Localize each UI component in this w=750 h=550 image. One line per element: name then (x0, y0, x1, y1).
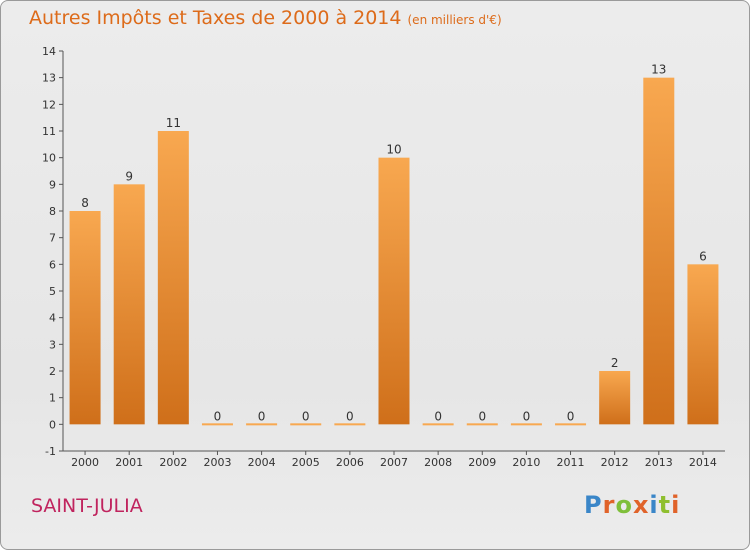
bar (334, 423, 366, 426)
y-tick-label: 13 (42, 72, 56, 85)
x-tick-label: 2002 (159, 456, 187, 469)
bar (378, 157, 410, 425)
y-tick-label: 14 (42, 45, 56, 58)
y-tick-label: 6 (49, 258, 56, 271)
bar-value-label: 0 (258, 409, 266, 423)
x-tick-label: 2013 (645, 456, 673, 469)
bar-value-label: 2 (611, 356, 619, 370)
bar (422, 423, 454, 426)
bar (687, 264, 719, 425)
x-tick-label: 2007 (380, 456, 408, 469)
x-tick-label: 2001 (115, 456, 143, 469)
logo-letter: x (632, 491, 650, 519)
chart-title-text: Autres Impôts et Taxes de 2000 à 2014 (29, 7, 402, 29)
logo-letter: t (658, 491, 672, 519)
bar (599, 371, 631, 425)
bar-value-label: 0 (523, 409, 531, 423)
x-tick-label: 2012 (601, 456, 629, 469)
bar-value-label: 0 (434, 409, 442, 423)
bar (555, 423, 587, 426)
logo-letter: r (602, 491, 616, 519)
bar (69, 211, 101, 425)
y-tick-label: 1 (49, 392, 56, 405)
bar-value-label: 0 (567, 409, 575, 423)
x-tick-label: 2003 (203, 456, 231, 469)
bar-value-label: 8 (81, 196, 89, 210)
bar-value-label: 9 (125, 169, 133, 183)
x-tick-label: 2010 (512, 456, 540, 469)
bar-value-label: 13 (651, 63, 666, 77)
logo-letter: o (615, 491, 633, 519)
chart-subtitle: (en milliers d'€) (407, 13, 502, 27)
y-tick-label: 9 (49, 178, 56, 191)
x-tick-label: 2004 (248, 456, 276, 469)
bar-value-label: 10 (386, 143, 401, 157)
chart-title: Autres Impôts et Taxes de 2000 à 2014 (en… (29, 7, 502, 29)
bar (246, 423, 278, 426)
x-tick-label: 2011 (557, 456, 585, 469)
bar-value-label: 0 (302, 409, 310, 423)
bar (643, 77, 675, 425)
x-tick-label: 2005 (292, 456, 320, 469)
x-tick-label: 2000 (71, 456, 99, 469)
bar (466, 423, 498, 426)
y-tick-label: 7 (49, 232, 56, 245)
x-tick-label: 2006 (336, 456, 364, 469)
bar (157, 131, 189, 425)
y-tick-label: 2 (49, 365, 56, 378)
y-tick-label: 4 (49, 312, 56, 325)
bar (290, 423, 322, 426)
bar (113, 184, 145, 425)
y-tick-label: 8 (49, 205, 56, 218)
y-tick-label: -1 (45, 445, 56, 458)
bar (201, 423, 233, 426)
logo-letter: i (671, 491, 681, 519)
x-tick-label: 2014 (689, 456, 717, 469)
bar-value-label: 0 (214, 409, 222, 423)
bar-value-label: 6 (699, 249, 707, 263)
y-tick-label: 5 (49, 285, 56, 298)
logo-letter: P (584, 491, 603, 519)
commune-name: SAINT-JULIA (31, 495, 143, 517)
bar-value-label: 11 (166, 116, 181, 130)
x-tick-label: 2009 (468, 456, 496, 469)
proxiti-logo[interactable]: Proxiti (584, 491, 680, 519)
y-tick-label: 10 (42, 152, 56, 165)
bar (510, 423, 542, 426)
bar-value-label: 0 (478, 409, 486, 423)
y-tick-label: 3 (49, 338, 56, 351)
x-tick-label: 2008 (424, 456, 452, 469)
y-tick-label: 12 (42, 98, 56, 111)
y-tick-label: 0 (49, 418, 56, 431)
logo-letter: i (649, 491, 659, 519)
y-tick-label: 11 (42, 125, 56, 138)
bar-value-label: 0 (346, 409, 354, 423)
